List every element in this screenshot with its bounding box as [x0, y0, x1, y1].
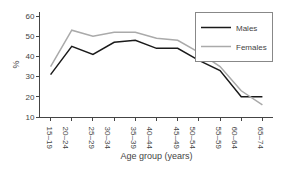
- svg-text:25–29: 25–29: [87, 127, 96, 150]
- svg-text:20–24: 20–24: [61, 127, 70, 150]
- svg-text:60: 60: [25, 12, 34, 21]
- svg-text:20: 20: [25, 93, 34, 102]
- svg-text:Males: Males: [236, 24, 257, 33]
- svg-text:35–39: 35–39: [129, 127, 138, 150]
- svg-text:50–54: 50–54: [188, 127, 197, 150]
- svg-text:Females: Females: [236, 43, 267, 52]
- svg-text:40–44: 40–44: [145, 127, 154, 150]
- svg-text:%: %: [11, 60, 21, 68]
- svg-text:30–34: 30–34: [103, 127, 112, 150]
- svg-text:10: 10: [25, 113, 34, 122]
- svg-text:65–74: 65–74: [256, 127, 265, 150]
- svg-text:40: 40: [25, 52, 34, 61]
- svg-text:30: 30: [25, 72, 34, 81]
- svg-text:50: 50: [25, 32, 34, 41]
- svg-text:60–64: 60–64: [230, 127, 239, 150]
- svg-text:55–59: 55–59: [214, 127, 223, 150]
- svg-text:45–49: 45–49: [172, 127, 181, 150]
- svg-text:Age group (years): Age group (years): [120, 151, 192, 161]
- svg-text:15–19: 15–19: [45, 127, 54, 150]
